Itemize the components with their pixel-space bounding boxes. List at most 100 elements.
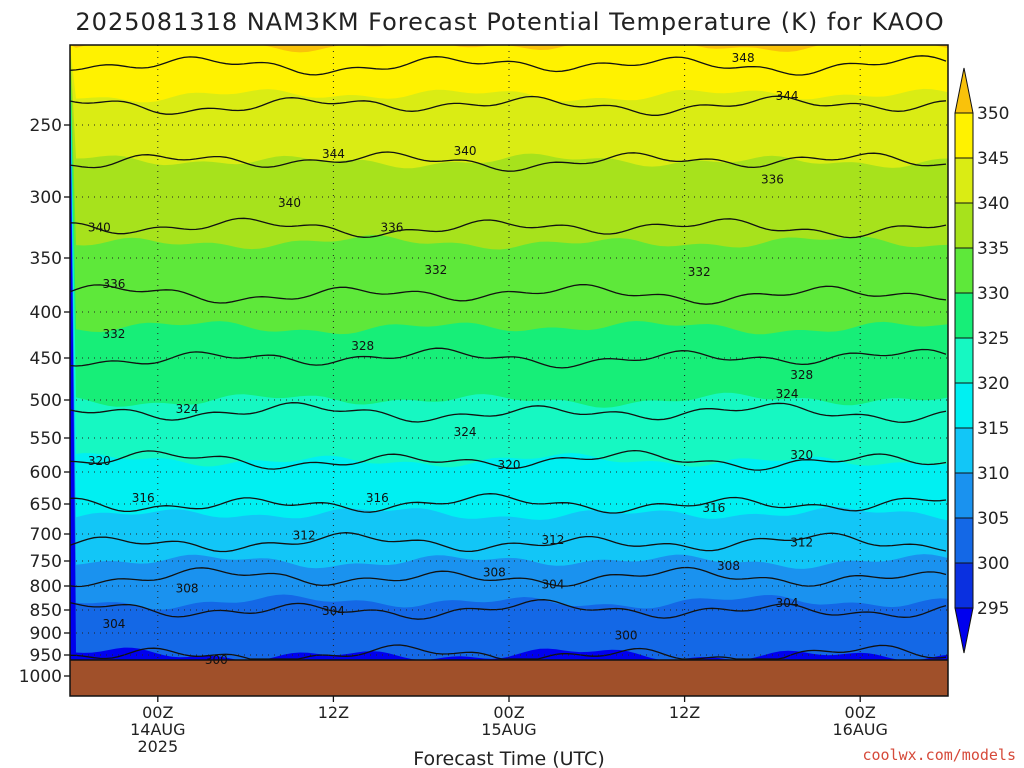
contour-label: 312: [541, 533, 564, 547]
contour-308: [69, 566, 947, 588]
y-tick-label: 600: [30, 463, 62, 483]
y-tick-label: 500: [30, 391, 62, 411]
contour-332: [69, 283, 947, 305]
contour-label: 304: [322, 604, 345, 618]
contour-label: 340: [88, 221, 111, 235]
svg-text:324: 324: [776, 387, 799, 401]
contour-label: 308: [176, 581, 199, 595]
contour-316: [70, 493, 947, 514]
colorbar-segment: [954, 337, 974, 384]
y-tick-label: 450: [30, 349, 62, 369]
svg-text:328: 328: [790, 368, 813, 382]
y-tick-label: 300: [30, 188, 62, 208]
svg-text:340: 340: [454, 144, 477, 158]
contour-label: 320: [498, 458, 521, 472]
y-tick-label: 700: [30, 525, 62, 545]
svg-text:320: 320: [88, 454, 111, 468]
x-tick-label: 12Z: [318, 703, 349, 722]
credit-text: coolwx.com/models: [862, 746, 1016, 764]
contour-324: [69, 402, 947, 423]
contour-label: 336: [102, 277, 125, 291]
contour-label: 304: [541, 578, 564, 592]
svg-text:336: 336: [761, 173, 784, 187]
y-tick-label: 550: [30, 429, 62, 449]
colorbar: 350 345 340 335 330 325 320 315 310 305 300 295: [954, 67, 1009, 654]
contour-label: 344: [322, 147, 345, 161]
svg-text:308: 308: [176, 581, 199, 595]
contour-label: 324: [776, 387, 799, 401]
contour-label: 340: [278, 196, 301, 210]
y-tick-label: 1000: [19, 667, 62, 687]
svg-text:336: 336: [102, 277, 125, 291]
colorbar-segment: [954, 292, 974, 339]
contour-label: 304: [776, 596, 799, 610]
contour-label: 340: [454, 144, 477, 158]
colorbar-label: 340: [977, 194, 1009, 214]
colorbar-label: 305: [977, 509, 1009, 529]
svg-text:304: 304: [541, 578, 564, 592]
svg-text:324: 324: [454, 425, 477, 439]
contour-340: [69, 151, 947, 172]
colorbar-segment: [954, 472, 974, 519]
contour-labels: 348 344 344 340 336 340 340 336 336 332 332 332 328 3…: [88, 51, 813, 667]
ground-surface: [70, 660, 948, 696]
contour-label: 316: [132, 491, 155, 505]
y-axis: 250 300 350 400 450 500 550 600 650 700 750 800 850 9…: [19, 116, 70, 687]
svg-text:320: 320: [498, 458, 521, 472]
svg-text:340: 340: [88, 221, 111, 235]
colorbar-segment: [954, 202, 974, 249]
contour-label: 336: [380, 221, 403, 235]
colorbar-segment: [954, 562, 974, 609]
y-tick-label: 250: [30, 116, 62, 136]
colorbar-segment: [954, 517, 974, 564]
contour-label: 316: [366, 491, 389, 505]
band-above-345: [70, 45, 948, 103]
svg-text:312: 312: [293, 529, 316, 543]
y-tick-label: 400: [30, 303, 62, 323]
contour-label: 300: [205, 653, 228, 667]
y-tick-label: 850: [30, 601, 62, 621]
colorbar-label: 335: [977, 239, 1009, 259]
svg-text:344: 344: [776, 89, 799, 103]
x-tick-label: 15AUG: [481, 720, 536, 739]
colorbar-label: 350: [977, 104, 1009, 124]
contour-label: 324: [176, 402, 199, 416]
contour-320: [69, 449, 947, 471]
contour-312: [69, 532, 947, 553]
svg-text:316: 316: [702, 501, 725, 515]
colorbar-segment: [954, 427, 974, 474]
colorbar-label: 345: [977, 149, 1009, 169]
contour-label: 316: [702, 501, 725, 515]
colorbar-label: 320: [977, 374, 1009, 394]
y-tick-label: 900: [30, 624, 62, 644]
svg-text:328: 328: [351, 339, 374, 353]
contour-label: 312: [790, 536, 813, 550]
svg-text:300: 300: [615, 629, 638, 643]
y-tick-label: 950: [30, 646, 62, 666]
contour-336: [69, 217, 947, 239]
contour-label: 324: [454, 425, 477, 439]
colorbar-label: 310: [977, 464, 1009, 484]
contour-label: 320: [790, 448, 813, 462]
colorbar-label: 325: [977, 329, 1009, 349]
svg-text:304: 304: [102, 617, 125, 631]
svg-text:312: 312: [790, 536, 813, 550]
svg-text:316: 316: [366, 491, 389, 505]
y-tick-label: 650: [30, 495, 62, 515]
y-tick-label: 750: [30, 552, 62, 572]
svg-text:312: 312: [541, 533, 564, 547]
svg-text:332: 332: [102, 327, 125, 341]
svg-text:344: 344: [322, 147, 345, 161]
chart-title: 2025081318 NAM3KM Forecast Potential Tem…: [75, 8, 944, 36]
colorbar-segment: [954, 247, 974, 294]
contour-label: 308: [483, 566, 506, 580]
x-axis-title: Forecast Time (UTC): [413, 748, 604, 768]
x-tick-label: 00Z: [142, 703, 173, 722]
contour-label: 332: [102, 327, 125, 341]
svg-text:308: 308: [717, 559, 740, 573]
svg-text:348: 348: [732, 51, 755, 65]
x-tick-label: 00Z: [845, 703, 876, 722]
contour-label: 304: [102, 617, 125, 631]
